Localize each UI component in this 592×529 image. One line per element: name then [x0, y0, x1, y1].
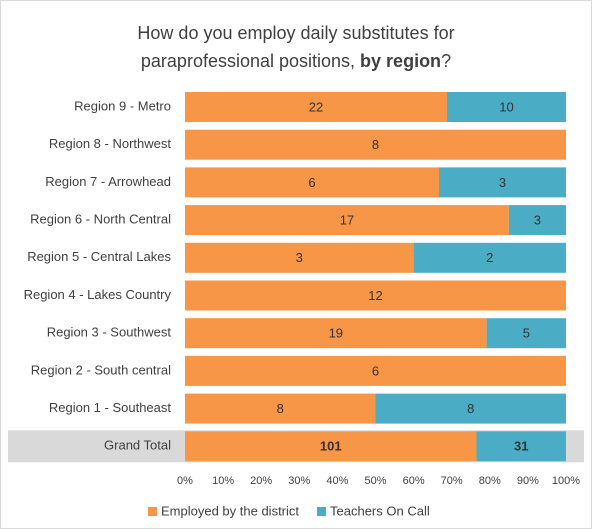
x-tick-label: 0%	[177, 475, 193, 487]
y-tick-label: Region 5 - Central Lakes	[27, 249, 171, 264]
bar-segment	[476, 431, 566, 462]
chart-title: paraprofessional positions, by region?	[141, 51, 451, 71]
bar-segment	[439, 167, 566, 198]
data-label: 6	[308, 175, 315, 190]
y-tick-label: Region 8 - Northwest	[49, 136, 171, 151]
y-tick-label: Region 6 - North Central	[30, 212, 171, 227]
data-label: 6	[372, 363, 379, 378]
y-tick-label: Region 1 - Southeast	[49, 400, 172, 415]
data-label: 10	[499, 99, 513, 114]
y-tick-label: Region 7 - Arrowhead	[45, 174, 171, 189]
x-tick-label: 90%	[517, 475, 539, 487]
title-bold: by region	[360, 51, 441, 71]
y-tick-label: Region 4 - Lakes Country	[24, 287, 172, 302]
bar-segment	[185, 129, 566, 160]
y-tick-label: Region 3 - Southwest	[47, 325, 172, 340]
x-tick-label: 70%	[441, 475, 463, 487]
x-tick-label: 50%	[364, 475, 386, 487]
x-tick-label: 100%	[552, 475, 580, 487]
data-label: 3	[296, 250, 303, 265]
bar-segment	[413, 242, 566, 273]
x-tick-label: 20%	[250, 475, 272, 487]
data-label: 12	[368, 288, 382, 303]
x-tick-label: 40%	[326, 475, 348, 487]
data-label: 8	[277, 401, 284, 416]
bar-segment	[185, 431, 477, 462]
x-tick-label: 60%	[403, 475, 425, 487]
chart-title: How do you employ daily substitutes for	[137, 23, 454, 43]
data-label: 17	[340, 213, 354, 228]
title-part: ?	[441, 51, 451, 71]
bar-segment	[185, 167, 439, 198]
bar-segment	[185, 242, 414, 273]
data-label: 8	[467, 401, 474, 416]
title-part: paraprofessional positions,	[141, 51, 360, 71]
y-tick-label: Region 2 - South central	[31, 362, 171, 377]
y-tick-label: Grand Total	[104, 438, 171, 453]
bar-segment	[446, 92, 566, 122]
bar-segment	[185, 355, 566, 386]
bar-segment	[508, 205, 566, 236]
x-tick-label: 10%	[212, 475, 234, 487]
x-tick-label: 80%	[479, 475, 501, 487]
data-label: 3	[534, 213, 541, 228]
bar-segment	[185, 280, 566, 311]
data-label: 22	[309, 99, 323, 114]
legend-label: Employed by the district	[161, 503, 299, 518]
bar-segment	[375, 393, 566, 424]
data-label: 2	[486, 250, 493, 265]
bar-segment	[185, 205, 509, 236]
legend-label: Teachers On Call	[330, 503, 430, 518]
data-label: 31	[514, 439, 528, 454]
bar-segment	[185, 393, 376, 424]
y-tick-label: Region 9 - Metro	[74, 98, 171, 113]
legend-swatch	[148, 507, 157, 516]
bar-segment	[185, 318, 487, 349]
data-label: 8	[372, 137, 379, 152]
data-label: 3	[499, 175, 506, 190]
data-label: 5	[523, 326, 530, 341]
data-label: 101	[320, 439, 342, 454]
legend-swatch	[317, 507, 327, 516]
x-tick-label: 30%	[288, 475, 310, 487]
bar-segment	[486, 318, 566, 349]
bar-segment	[185, 92, 447, 122]
data-label: 19	[329, 326, 343, 341]
